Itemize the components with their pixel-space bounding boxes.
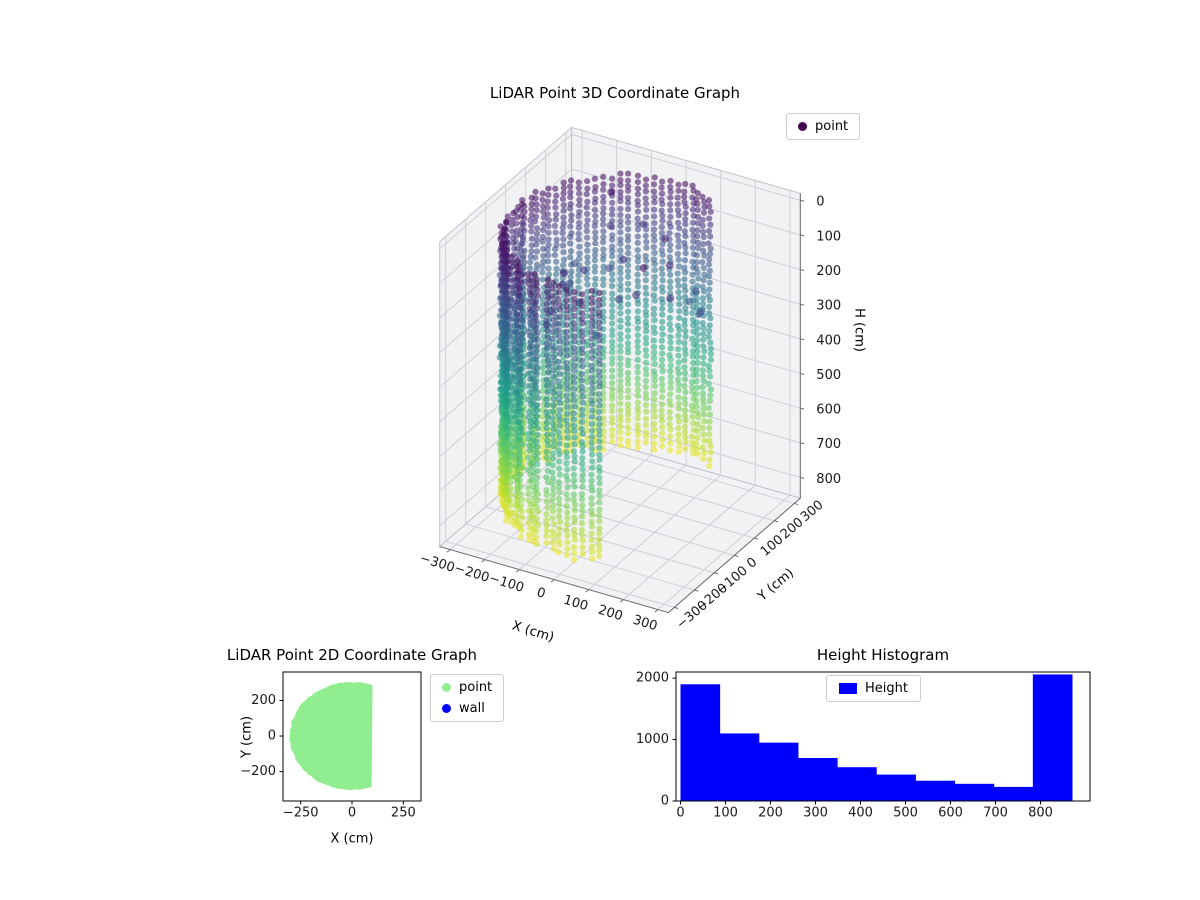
legend-label-wall: wall — [459, 701, 485, 716]
histogram-legend: Height — [826, 675, 921, 702]
chart-3d-h-axis-label: H (cm) — [851, 308, 867, 352]
chart-2d-title: LiDAR Point 2D Coordinate Graph — [226, 646, 478, 664]
chart-3d-title: LiDAR Point 3D Coordinate Graph — [489, 84, 741, 102]
point-marker-icon — [442, 683, 451, 692]
legend-label-point: point — [815, 119, 849, 134]
point-marker-icon — [798, 122, 807, 131]
legend-entry-height: Height — [839, 681, 908, 696]
chart-2d-legend: point wall — [430, 674, 505, 722]
chart-2d-scatter-canvas — [225, 645, 440, 860]
chart-2d-y-axis-label: Y (cm) — [239, 715, 255, 759]
legend-entry-point: point — [442, 680, 492, 695]
chart-3d-point-cloud-canvas — [370, 100, 890, 660]
legend-entry-wall: wall — [442, 701, 492, 716]
histogram-title: Height Histogram — [816, 646, 950, 664]
legend-entry-point: point — [798, 119, 848, 134]
legend-label-point: point — [459, 680, 493, 695]
height-bar-swatch-icon — [839, 683, 857, 694]
chart-2d-x-axis-label: X (cm) — [330, 831, 374, 847]
height-histogram-canvas — [630, 645, 1110, 835]
wall-marker-icon — [442, 704, 451, 713]
legend-label-height: Height — [865, 681, 908, 696]
chart-3d-legend: point — [786, 113, 861, 140]
